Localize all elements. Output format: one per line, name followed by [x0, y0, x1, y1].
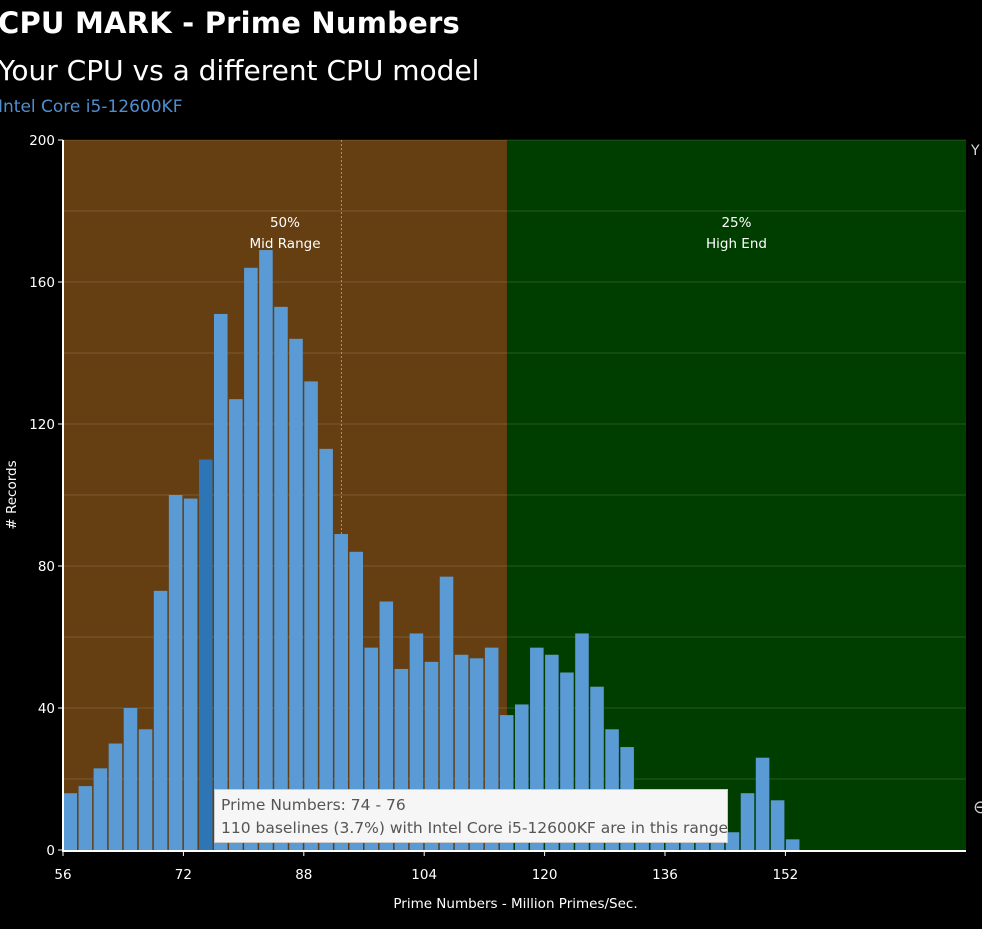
histogram-bar — [319, 448, 333, 850]
cpu-name-link[interactable]: Intel Core i5-12600KF — [0, 97, 183, 117]
clipped-legend-text: Y — [971, 143, 980, 159]
region-name-label: High End — [706, 236, 767, 252]
region-percent-label: 25% — [721, 215, 751, 231]
histogram-bar — [108, 743, 123, 850]
region-percent-label: 50% — [270, 215, 300, 231]
histogram-bar — [274, 306, 288, 851]
tooltip-range: Prime Numbers: 74 - 76 — [221, 796, 406, 814]
histogram-bar — [153, 590, 168, 850]
x-tick-label: 72 — [175, 867, 192, 883]
histogram-bar — [229, 399, 243, 850]
histogram-bar — [740, 793, 755, 850]
histogram-bar — [244, 267, 258, 850]
histogram-bar — [349, 551, 363, 850]
histogram-bar — [168, 495, 183, 850]
y-tick-label: 0 — [46, 843, 55, 859]
y-axis-title: # Records — [4, 460, 20, 529]
y-tick-label: 80 — [38, 559, 55, 575]
histogram-bar — [138, 729, 153, 850]
x-tick-label: 152 — [773, 867, 799, 883]
histogram-bar — [259, 250, 273, 851]
histogram-bar — [785, 839, 800, 850]
x-tick-label: 104 — [411, 867, 437, 883]
histogram-bar — [214, 313, 228, 850]
histogram-bar — [183, 498, 198, 850]
tooltip-detail: 110 baselines (3.7%) with Intel Core i5-… — [221, 819, 729, 837]
y-tick-label: 160 — [29, 275, 55, 291]
histogram-bar — [198, 459, 213, 850]
x-axis-title: Prime Numbers - Million Primes/Sec. — [393, 896, 637, 912]
bar-tooltip: Prime Numbers: 74 - 76 110 baselines (3.… — [214, 789, 728, 843]
histogram-bar — [334, 534, 348, 850]
chart-subtitle: Your CPU vs a different CPU model — [0, 54, 480, 87]
histogram-bar — [78, 786, 93, 850]
histogram-bar — [755, 757, 770, 850]
histogram-bar — [304, 381, 318, 850]
x-tick-label: 120 — [532, 867, 558, 883]
y-tick-label: 200 — [29, 133, 55, 149]
x-tick-label: 88 — [295, 867, 312, 883]
histogram-bar — [725, 832, 740, 850]
histogram-bar — [379, 601, 394, 850]
region-name-label: Mid Range — [249, 236, 320, 252]
x-tick-label: 136 — [652, 867, 678, 883]
histogram-chart[interactable]: 50% Mid Range 25% High End 0 40 80 120 160 200 56 7… — [0, 130, 982, 929]
y-tick-label: 40 — [38, 701, 55, 717]
histogram-bar — [63, 793, 78, 850]
y-tick-label: 120 — [29, 417, 55, 433]
histogram-bar — [770, 800, 785, 850]
histogram-bar — [289, 338, 303, 850]
histogram-bar — [439, 576, 454, 850]
x-tick-label: 56 — [54, 867, 71, 883]
chart-title: CPU MARK - Prime Numbers — [0, 6, 460, 40]
histogram-bar — [123, 708, 138, 850]
zoom-icon[interactable]: ⊖ — [973, 797, 982, 818]
histogram-bar — [93, 768, 108, 850]
